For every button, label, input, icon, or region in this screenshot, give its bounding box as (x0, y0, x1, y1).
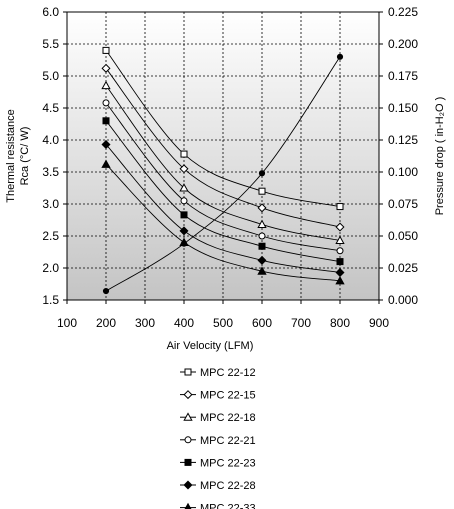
y-left-tick-label: 2.5 (42, 229, 59, 243)
legend-label: MPC 22-33 (200, 503, 256, 509)
diamond-filled-marker (183, 480, 193, 490)
circle-open-marker (258, 232, 266, 240)
x-tick-label: 100 (57, 316, 77, 330)
series-markers (101, 46, 345, 295)
triangle-open-marker (335, 235, 345, 245)
diamond-open-marker (335, 222, 345, 232)
x-axis-label: Air Velocity (LFM) (167, 340, 254, 352)
series-line (105, 102, 341, 252)
diamond-open-marker (179, 164, 189, 174)
y-right-tick-label: 0.175 (388, 69, 418, 83)
series-line (105, 144, 341, 273)
diamond-filled-marker (101, 139, 111, 149)
y-right-tick-label: 0.150 (388, 101, 418, 115)
square-filled-marker (336, 258, 344, 266)
legend-label: MPC 22-23 (200, 457, 256, 469)
series-curves (105, 50, 341, 282)
square-filled-marker (184, 458, 192, 466)
x-tick-label: 800 (330, 316, 350, 330)
y-right-tick-label: 0.200 (388, 37, 418, 51)
legend-label: MPC 22-12 (200, 367, 256, 379)
square-open-marker (180, 150, 188, 158)
legend-label: MPC 22-15 (200, 390, 256, 402)
diamond-open-marker (183, 390, 193, 400)
legend-label: MPC 22-28 (200, 480, 256, 492)
legend-label: MPC 22-21 (200, 435, 256, 447)
series-line (105, 85, 341, 241)
series-line (105, 68, 341, 228)
series-line (105, 120, 341, 263)
x-tick-label: 900 (369, 316, 389, 330)
diamond-open-marker (257, 203, 267, 213)
triangle-open-marker (101, 80, 111, 90)
circle-open-marker (184, 436, 192, 444)
triangle-filled-marker (184, 502, 192, 509)
y-right-tick-label: 0.100 (388, 165, 418, 179)
y-left-tick-label: 6.0 (42, 5, 59, 19)
diamond-filled-marker (179, 226, 189, 236)
circle-open-marker (336, 247, 344, 255)
y-right-ticks: 0.000 0.025 0.050 0.075 0.100 0.125 0.150 0.175… (379, 5, 418, 307)
square-filled-marker (258, 242, 266, 250)
y-left-tick-label: 3.5 (42, 165, 59, 179)
legend-label: MPC 22-18 (200, 412, 256, 424)
triangle-open-marker (183, 412, 193, 421)
triangle-filled-marker (101, 159, 111, 168)
square-open-marker (258, 187, 266, 195)
circle-open-marker (102, 99, 110, 107)
square-open-marker (102, 46, 110, 54)
x-tick-label: 300 (135, 316, 155, 330)
x-ticks: 100 200 300 400 500 600 700 800 900 (57, 300, 389, 330)
y-right-tick-label: 0.025 (388, 261, 418, 275)
y-right-tick-label: 0.050 (388, 229, 418, 243)
x-tick-label: 500 (213, 316, 233, 330)
y-left-label-line1: Thermal resistance (5, 109, 17, 203)
circle-filled-marker (102, 287, 110, 295)
grid-lines (67, 12, 379, 300)
y-right-tick-label: 0.125 (388, 133, 418, 147)
series-line (105, 50, 341, 208)
square-filled-marker (180, 211, 188, 219)
square-open-marker (184, 368, 192, 376)
legend: MPC 22-12 MPC 22-15 MPC 22-18 MPC 22-21 MPC … (180, 367, 256, 509)
y-left-tick-label: 5.5 (42, 37, 59, 51)
diamond-open-marker (101, 63, 111, 73)
pressure-drop-line (105, 56, 341, 292)
x-tick-label: 700 (291, 316, 311, 330)
y-right-tick-label: 0.000 (388, 293, 418, 307)
y-left-label-line2: Rca (°C/ W) (19, 127, 31, 186)
triangle-filled-marker (335, 275, 345, 285)
circle-filled-marker (180, 240, 188, 247)
y-left-tick-label: 2.0 (42, 261, 59, 275)
square-filled-marker (102, 117, 110, 125)
y-left-ticks: 1.5 2.0 2.5 3.0 3.5 4.0 4.5 5.0 5.5 6.0 (42, 5, 67, 307)
x-tick-label: 400 (174, 316, 194, 330)
y-left-tick-label: 1.5 (42, 293, 59, 307)
triangle-open-marker (179, 183, 189, 192)
y-right-tick-label: 0.225 (388, 5, 418, 19)
circle-filled-marker (258, 170, 266, 177)
pressure-drop-series (105, 56, 341, 292)
circle-filled-marker (336, 53, 344, 60)
y-left-tick-label: 4.5 (42, 101, 59, 115)
y-left-tick-label: 3.0 (42, 197, 59, 211)
y-left-tick-label: 5.0 (42, 69, 59, 83)
diamond-filled-marker (257, 255, 267, 265)
triangle-filled-marker (257, 266, 267, 275)
y-left-tick-label: 4.0 (42, 133, 59, 147)
y-right-label: Pressure drop ( in-H₂O ) (434, 97, 446, 216)
x-tick-label: 200 (96, 316, 116, 330)
x-tick-label: 600 (252, 316, 272, 330)
triangle-open-marker (257, 219, 267, 229)
square-open-marker (336, 203, 344, 211)
series-line (105, 164, 341, 282)
y-right-tick-label: 0.075 (388, 197, 418, 211)
circle-open-marker (180, 197, 188, 205)
